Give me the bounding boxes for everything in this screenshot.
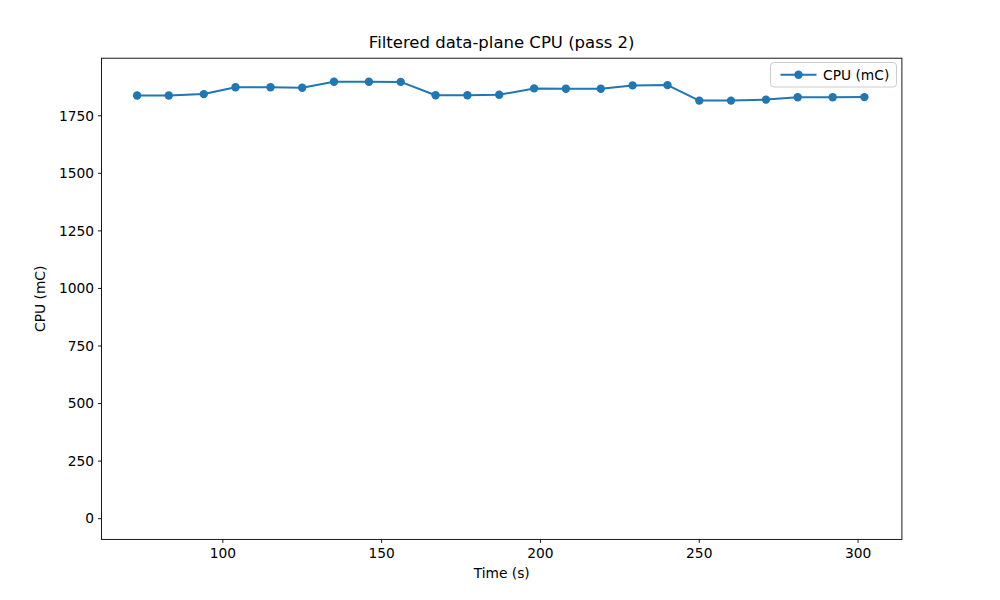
data-point <box>794 93 802 101</box>
chart-title: Filtered data-plane CPU (pass 2) <box>369 33 635 52</box>
data-point <box>298 84 306 92</box>
data-point <box>266 83 274 91</box>
y-tick-label: 0 <box>85 510 94 526</box>
data-point <box>829 93 837 101</box>
data-point <box>762 95 770 103</box>
data-point <box>530 84 538 92</box>
legend: CPU (mC) <box>771 63 897 88</box>
x-tick-label: 250 <box>686 545 712 561</box>
y-tick-label: 250 <box>68 453 94 469</box>
data-point <box>200 90 208 98</box>
data-point <box>165 91 173 99</box>
y-tick-label: 1250 <box>59 223 94 239</box>
legend-label: CPU (mC) <box>823 67 889 83</box>
data-point <box>597 85 605 93</box>
data-point <box>628 81 636 89</box>
y-tick-label: 500 <box>68 395 94 411</box>
y-tick-label: 1500 <box>59 165 94 181</box>
data-point <box>463 91 471 99</box>
data-point <box>231 83 239 91</box>
y-tick-label: 1000 <box>59 280 94 296</box>
data-point <box>397 78 405 86</box>
x-tick-label: 150 <box>368 545 394 561</box>
legend-marker-icon <box>794 71 802 79</box>
data-point <box>860 93 868 101</box>
data-point <box>495 91 503 99</box>
x-tick-label: 300 <box>845 545 871 561</box>
data-point <box>330 78 338 86</box>
data-point <box>562 85 570 93</box>
plot-area: 0 250 500 750 1000 1250 1500 1750 100 150 200 250 30… <box>59 58 902 561</box>
data-point <box>133 91 141 99</box>
y-tick-label: 750 <box>68 338 94 354</box>
data-point <box>365 78 373 86</box>
data-point <box>727 96 735 104</box>
data-point <box>663 81 671 89</box>
y-axis-label: CPU (mC) <box>33 266 49 332</box>
y-tick-label: 1750 <box>59 108 94 124</box>
data-point <box>431 91 439 99</box>
axes-spines <box>102 58 902 539</box>
cpu-line-chart: 0 250 500 750 1000 1250 1500 1750 100 150 200 250 30… <box>0 0 1000 600</box>
x-tick-label: 200 <box>527 545 553 561</box>
figure: 0 250 500 750 1000 1250 1500 1750 100 150 200 250 30… <box>0 0 1000 600</box>
x-tick-label: 100 <box>210 545 236 561</box>
x-axis-label: Time (s) <box>473 565 530 581</box>
data-point <box>695 96 703 104</box>
